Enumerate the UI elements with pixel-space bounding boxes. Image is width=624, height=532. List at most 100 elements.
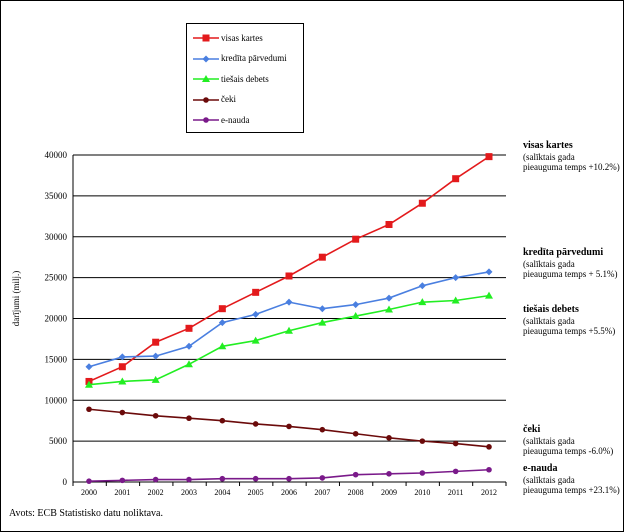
legend-swatch: [193, 34, 219, 42]
data-point: [86, 406, 92, 413]
legend-swatch: [193, 55, 219, 62]
y-axis-label: darījumi (milj.): [11, 271, 21, 327]
data-point: [251, 336, 260, 344]
data-point: [452, 274, 460, 282]
y-tick-label: 0: [63, 477, 68, 487]
x-tick-label: 2004: [214, 488, 230, 497]
legend-swatch-marker: [202, 34, 210, 42]
data-point: [485, 153, 493, 161]
series-line: [88, 294, 490, 386]
x-tick-label: 2003: [181, 488, 197, 497]
legend-swatch: [193, 117, 219, 123]
legend-label: e-nauda: [221, 114, 250, 125]
data-point: [218, 342, 227, 350]
data-point: [451, 296, 460, 304]
data-point: [185, 324, 193, 332]
annotation-title: e-nauda: [523, 463, 558, 474]
y-tick-label: 30000: [45, 232, 68, 242]
data-point: [152, 412, 159, 419]
data-point: [351, 312, 360, 320]
y-tick-label: 40000: [45, 150, 68, 160]
data-point: [352, 471, 359, 478]
data-point: [118, 377, 127, 385]
x-tick-label: 2001: [114, 488, 130, 497]
series-line: [88, 155, 490, 383]
annotation-line: (salīktais gada: [523, 316, 575, 326]
data-point: [319, 426, 326, 433]
x-tick-label: 2012: [481, 488, 497, 497]
y-tick-label: 20000: [45, 314, 68, 324]
x-tick-label: 2011: [448, 488, 464, 497]
annotation-line: (salīktais gada: [523, 259, 575, 269]
annotation-title: tiešais debets: [523, 304, 579, 315]
annotation-line: pieauguma temps -6.0%): [523, 446, 614, 456]
annotation-line: (salīktais gada: [523, 436, 575, 446]
data-point: [386, 435, 392, 441]
data-point: [285, 298, 293, 306]
data-point: [152, 338, 160, 346]
x-tick-label: 2009: [381, 488, 397, 497]
x-tick-label: 2008: [348, 488, 364, 497]
annotation-visas-kartes: visas kartes (salīktais gada pieauguma t…: [523, 139, 620, 172]
data-point: [152, 476, 159, 483]
data-point: [385, 294, 393, 302]
chart-legend: visas kartes kredīta pārvedumi tiešais deb…: [186, 23, 304, 133]
data-point: [486, 444, 492, 450]
x-tick-label: 2006: [281, 488, 297, 497]
y-tick-label: 5000: [49, 436, 68, 446]
data-point: [286, 423, 292, 430]
source-note: Avots: ECB Statistisko datu noliktava.: [9, 508, 163, 519]
legend-item: čeki: [193, 93, 236, 107]
annotation-e-nauda: e-nauda (salīktais gada pieauguma temps …: [523, 462, 620, 495]
annotation-tiesais-debets: tiešais debets (salīktais gada pieauguma…: [523, 303, 615, 336]
data-point: [318, 318, 327, 326]
series-line: [88, 271, 490, 368]
legend-label: kredīta pārvedumi: [221, 53, 287, 63]
data-point: [219, 475, 226, 482]
x-tick-label: 2010: [414, 488, 430, 497]
data-point: [418, 298, 427, 306]
data-point: [119, 477, 126, 484]
annotation-line: (salīktais gada: [523, 152, 575, 162]
data-point: [186, 415, 192, 422]
data-point: [419, 470, 426, 476]
annotation-ceki: čeki (salīktais gada pieauguma temps -6.…: [523, 423, 613, 456]
data-point: [352, 301, 360, 309]
data-point: [151, 375, 160, 383]
legend-item: e-nauda: [193, 113, 249, 127]
data-point: [286, 475, 292, 482]
annotation-line: pieauguma temps + 5.1%): [523, 269, 618, 279]
legend-item: tiešais debets: [193, 72, 269, 86]
data-point: [285, 326, 293, 334]
data-point: [418, 199, 426, 207]
data-point: [85, 363, 93, 371]
data-point: [352, 430, 359, 437]
data-point: [285, 272, 293, 280]
data-point: [218, 305, 226, 313]
annotation-line: pieauguma temps +10.2%): [523, 162, 620, 172]
data-point: [419, 438, 426, 444]
legend-swatch-marker: [202, 55, 210, 62]
data-point: [252, 310, 260, 318]
data-point: [118, 363, 126, 371]
legend-label: čeki: [221, 94, 236, 104]
data-point: [252, 475, 259, 482]
data-point: [118, 353, 126, 361]
y-tick-label: 25000: [45, 273, 68, 283]
data-point: [352, 235, 360, 243]
x-tick-label: 2007: [314, 488, 330, 497]
data-point: [252, 288, 260, 296]
data-point: [318, 305, 326, 313]
data-point: [452, 440, 459, 447]
annotation-title: visas kartes: [523, 140, 573, 151]
data-point: [386, 471, 392, 477]
data-point: [452, 175, 460, 183]
y-tick-label: 15000: [45, 354, 68, 364]
data-point: [185, 342, 193, 350]
data-point: [318, 253, 326, 261]
data-point: [385, 220, 393, 228]
annotation-title: kredīta pārvedumi: [523, 247, 604, 258]
legend-swatch-marker: [203, 96, 209, 103]
x-tick-label: 2000: [81, 488, 97, 497]
